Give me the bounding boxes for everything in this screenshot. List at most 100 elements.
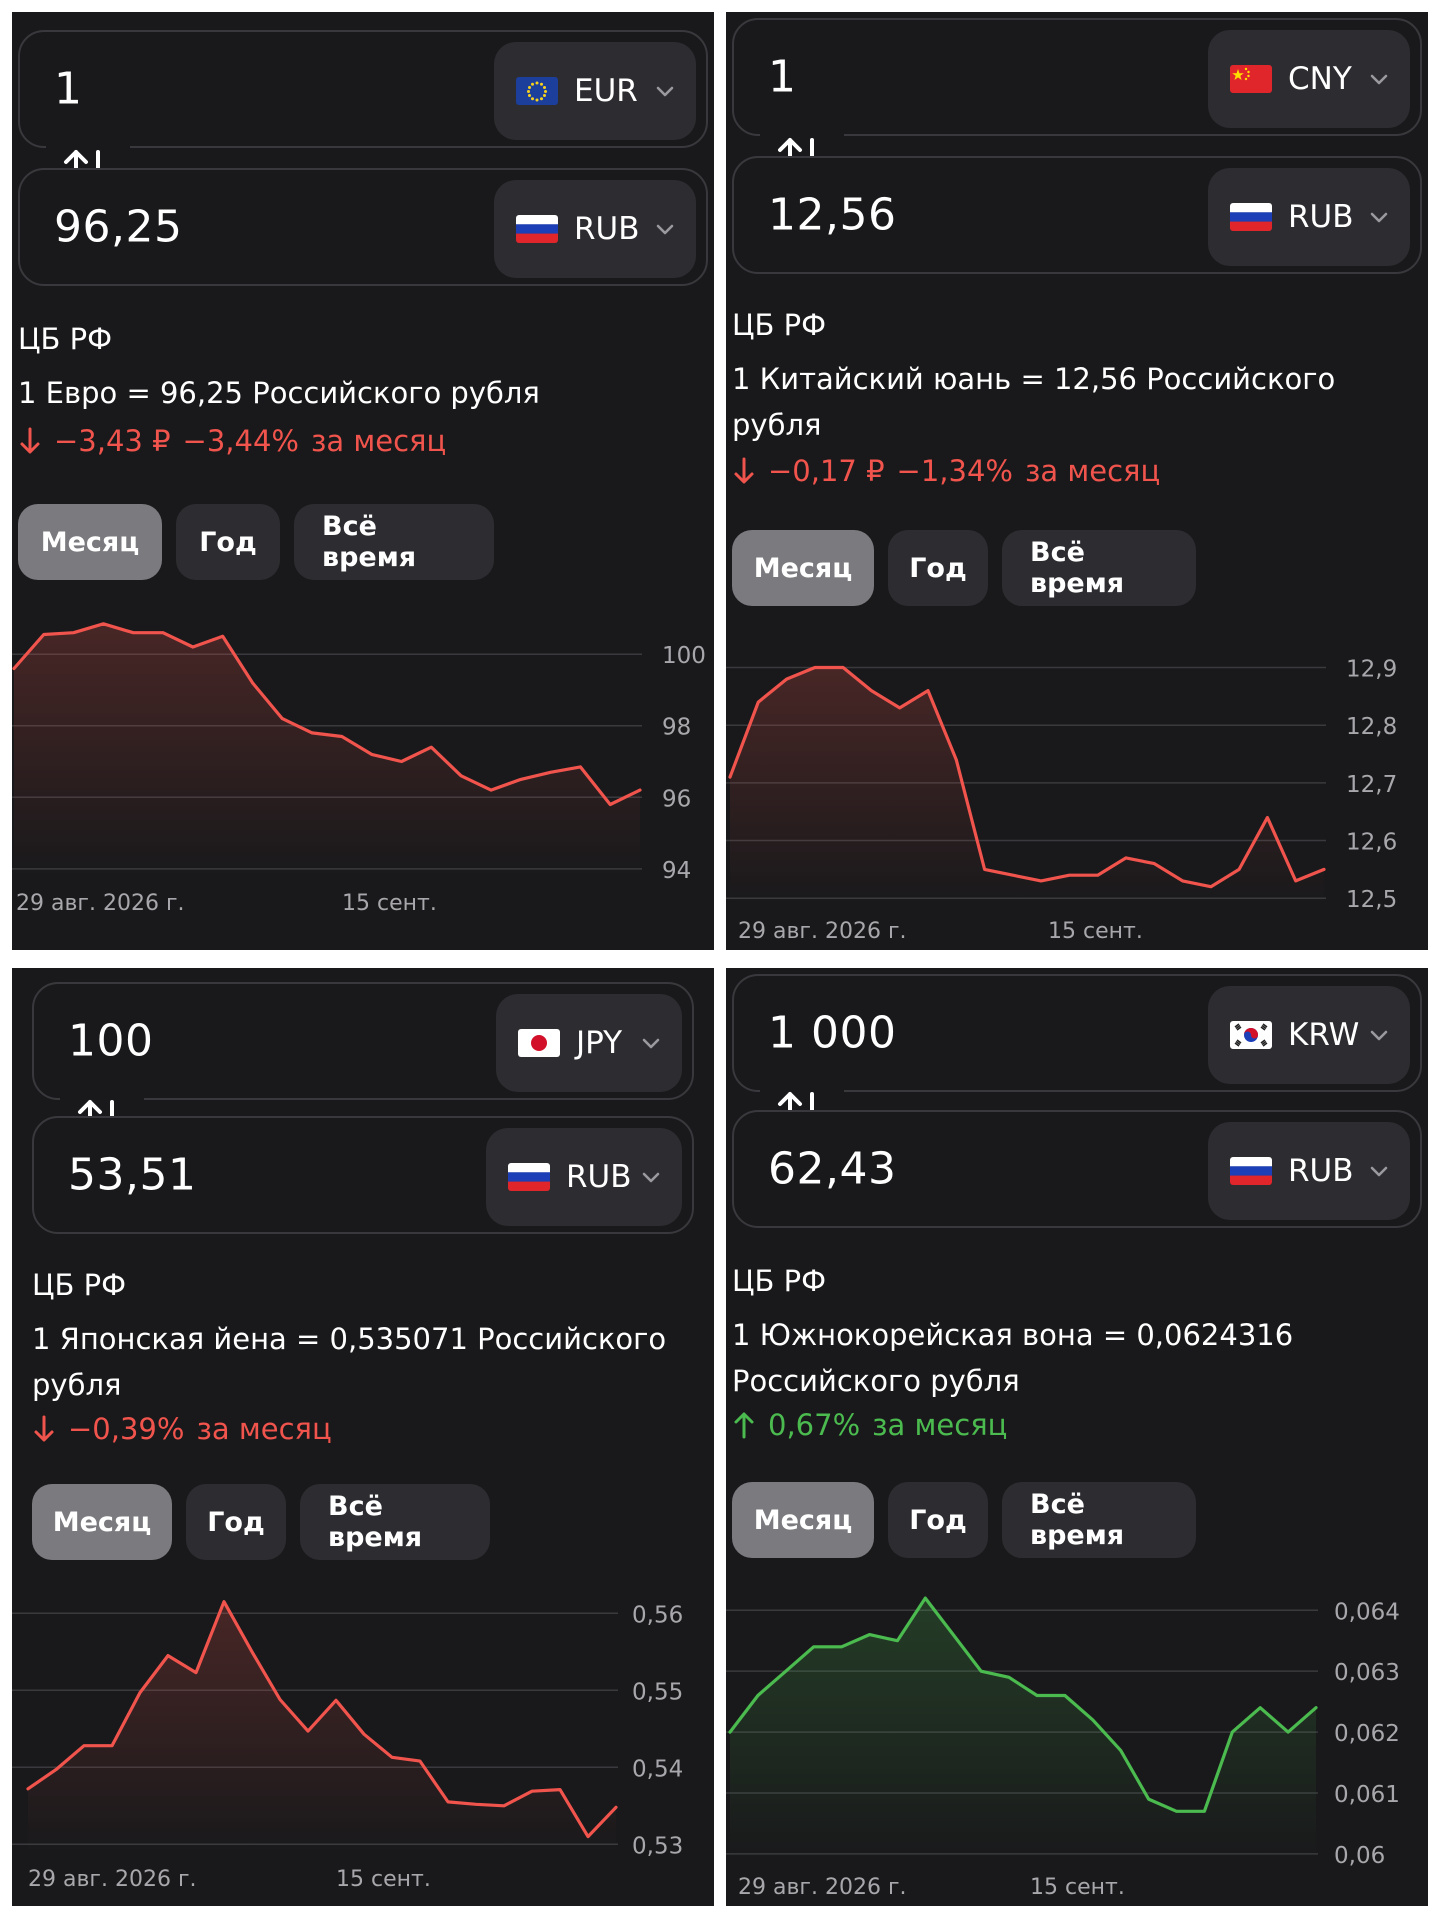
x-tick-label: 15 сент. <box>1030 1875 1125 1900</box>
from-currency-select[interactable]: JPY <box>496 994 682 1092</box>
y-tick-label: 0,54 <box>632 1756 683 1782</box>
jp-flag-icon <box>518 1029 560 1057</box>
tab-year[interactable]: Год <box>888 530 988 606</box>
to-amount-field[interactable]: 53,51 RUB <box>32 1116 694 1234</box>
from-currency-code: KRW <box>1288 1017 1360 1053</box>
from-currency-code: EUR <box>574 73 638 109</box>
tab-month[interactable]: Месяц <box>32 1484 172 1560</box>
tab-all-time[interactable]: Всё время <box>294 504 494 580</box>
chevron-down-icon <box>1366 1022 1392 1048</box>
to-currency-code: RUB <box>566 1159 632 1195</box>
change-abs: −3,43 ₽ <box>54 424 171 458</box>
change-pct: −1,34% <box>896 454 1013 488</box>
change-period: за месяц <box>872 1408 1008 1442</box>
change-period: за месяц <box>196 1412 332 1446</box>
from-currency-code: JPY <box>576 1025 623 1061</box>
chevron-down-icon <box>1366 204 1392 230</box>
rate-source: ЦБ РФ <box>732 1264 827 1298</box>
tab-year[interactable]: Год <box>176 504 280 580</box>
period-tabs: Месяц Год Всё время <box>732 1482 1196 1558</box>
rate-change: −3,43 ₽ −3,44% за месяц <box>18 424 446 458</box>
rate-change: −0,39% за месяц <box>32 1412 332 1446</box>
series-area <box>730 667 1324 904</box>
y-tick-label: 0,55 <box>632 1679 683 1705</box>
tab-all-time[interactable]: Всё время <box>1002 530 1196 606</box>
y-tick-label: 12,9 <box>1346 657 1397 683</box>
converter-panel-eur: 1 EUR 96,25 RUB ЦБ РФ 1 Евро = 96, <box>12 12 714 950</box>
to-amount[interactable]: 12,56 <box>768 189 897 241</box>
y-tick-label: 12,7 <box>1346 772 1397 798</box>
period-tabs: Месяц Год Всё время <box>732 530 1196 606</box>
y-tick-label: 94 <box>662 858 691 884</box>
x-tick-label: 15 сент. <box>336 1867 431 1892</box>
rate-change: −0,17 ₽ −1,34% за месяц <box>732 454 1160 488</box>
converter-panel-jpy: 100 JPY 53,51 RUB ЦБ РФ 1 Японская <box>12 968 714 1906</box>
y-tick-label: 0,56 <box>632 1602 683 1628</box>
ru-flag-icon <box>516 215 558 243</box>
from-amount[interactable]: 100 <box>68 1015 154 1067</box>
from-amount-field[interactable]: 100 JPY <box>32 982 694 1100</box>
to-currency-code: RUB <box>1288 1153 1354 1189</box>
chevron-down-icon <box>638 1164 664 1190</box>
tab-all-time[interactable]: Всё время <box>1002 1482 1196 1558</box>
ru-flag-icon <box>1230 203 1272 231</box>
from-amount-field[interactable]: 1 EUR <box>18 30 708 148</box>
to-amount[interactable]: 53,51 <box>68 1149 197 1201</box>
chevron-down-icon <box>1366 1158 1392 1184</box>
rate-chart: 0,064 0,063 0,062 0,061 0,06 29 авг. 2026 г. 1… <box>726 1596 1400 1900</box>
from-currency-select[interactable]: KRW <box>1208 986 1410 1084</box>
cn-flag-icon <box>1230 65 1272 93</box>
rate-source: ЦБ РФ <box>32 1268 127 1302</box>
rate-chart: 0,56 0,55 0,54 0,53 29 авг. 2026 г. 15 сент. <box>12 1600 683 1892</box>
tab-year[interactable]: Год <box>888 1482 988 1558</box>
tab-month[interactable]: Месяц <box>732 530 874 606</box>
rate-chart: 12,9 12,8 12,7 12,6 12,5 29 авг. 2026 г. 15 се… <box>726 657 1397 944</box>
rate-chart: 100 98 96 94 29 авг. 2026 г. 15 сент. <box>12 622 706 916</box>
rate-change: 0,67% за месяц <box>732 1408 1007 1442</box>
series-area <box>14 623 640 876</box>
x-tick-label: 29 авг. 2026 г. <box>738 919 907 944</box>
from-amount-field[interactable]: 1 000 KRW <box>732 974 1422 1092</box>
rate-description: 1 Южнокорейская вона = 0,0624316 Российс… <box>732 1318 1294 1398</box>
change-period: за месяц <box>1024 454 1161 488</box>
from-amount-field[interactable]: 1 CNY <box>732 18 1422 136</box>
to-currency-select[interactable]: RUB <box>1208 1122 1410 1220</box>
chevron-down-icon <box>1366 66 1392 92</box>
tab-year[interactable]: Год <box>186 1484 286 1560</box>
converter-panel-cny: 1 CNY 12,56 RUB ЦБ РФ 1 Китайский <box>726 12 1428 950</box>
kr-flag-icon <box>1230 1021 1272 1049</box>
chevron-down-icon <box>652 78 678 104</box>
chevron-down-icon <box>638 1030 664 1056</box>
rate-description: 1 Японская йена = 0,535071 Российского р… <box>32 1322 667 1402</box>
to-currency-select[interactable]: RUB <box>1208 168 1410 266</box>
eu-flag-icon <box>516 77 558 105</box>
from-currency-select[interactable]: EUR <box>494 42 696 140</box>
x-tick-label: 15 сент. <box>342 891 437 916</box>
change-pct: −3,44% <box>182 424 299 458</box>
x-tick-label: 29 авг. 2026 г. <box>16 891 185 916</box>
to-currency-select[interactable]: RUB <box>486 1128 682 1226</box>
ru-flag-icon <box>1230 1157 1272 1185</box>
to-amount-field[interactable]: 96,25 RUB <box>18 168 708 286</box>
chevron-down-icon <box>652 216 678 242</box>
series-line <box>728 665 1326 889</box>
tab-all-time[interactable]: Всё время <box>300 1484 490 1560</box>
tab-month[interactable]: Месяц <box>732 1482 874 1558</box>
from-amount[interactable]: 1 <box>54 63 83 115</box>
to-currency-select[interactable]: RUB <box>494 180 696 278</box>
to-amount[interactable]: 96,25 <box>54 201 183 253</box>
from-currency-code: CNY <box>1288 61 1352 97</box>
to-amount[interactable]: 62,43 <box>768 1143 897 1195</box>
from-amount[interactable]: 1 000 <box>768 1007 897 1059</box>
to-amount-field[interactable]: 12,56 RUB <box>732 156 1422 274</box>
arrow-up-icon <box>734 1412 754 1439</box>
rate-description: 1 Евро = 96,25 Российского рубля <box>18 376 540 410</box>
series-line <box>26 1600 618 1839</box>
from-amount[interactable]: 1 <box>768 51 797 103</box>
x-tick-label: 15 сент. <box>1048 919 1143 944</box>
tab-month[interactable]: Месяц <box>18 504 162 580</box>
to-currency-code: RUB <box>1288 199 1354 235</box>
from-currency-select[interactable]: CNY <box>1208 30 1410 128</box>
to-amount-field[interactable]: 62,43 RUB <box>732 1110 1422 1228</box>
arrow-down-icon <box>34 1415 54 1442</box>
